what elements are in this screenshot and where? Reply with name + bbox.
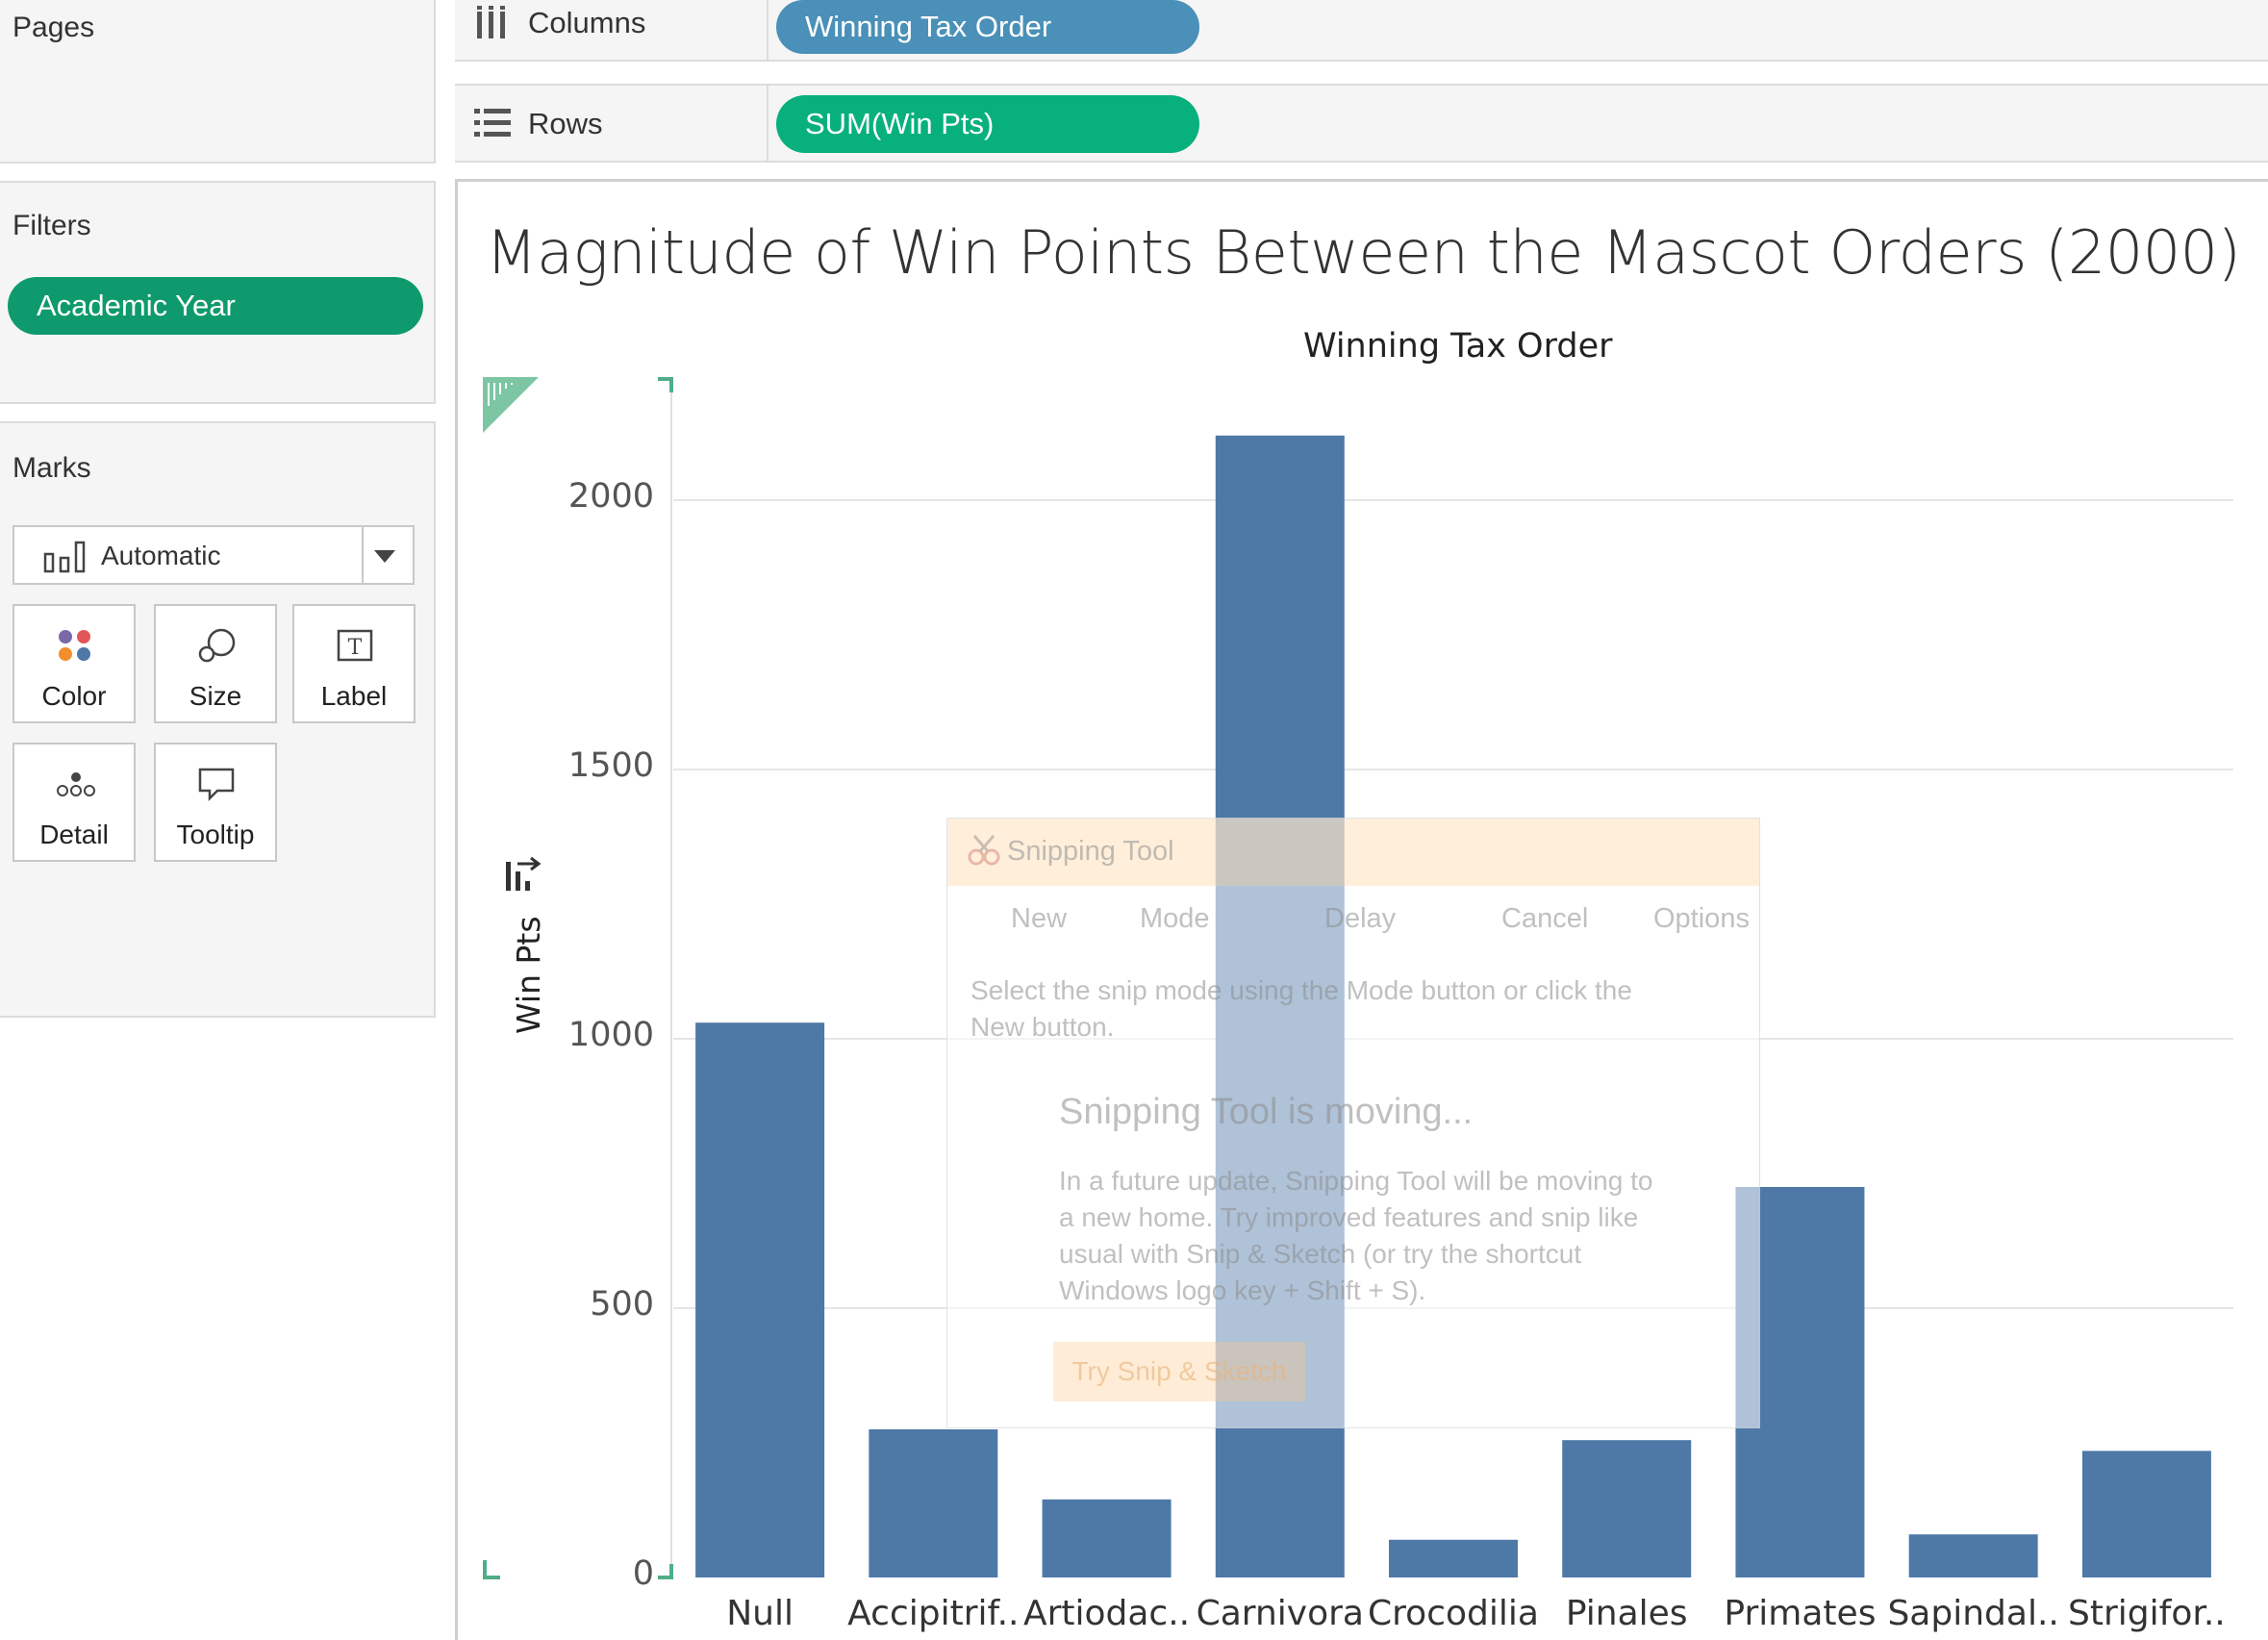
detail-button[interactable]: Detail [13,743,136,862]
x-tick-label: Strigifor.. [2068,1594,2226,1633]
chevron-down-icon [374,550,395,563]
y-tick-label: 1500 [567,746,654,785]
svg-text:T: T [348,636,363,660]
y-tick-label: 2000 [567,477,654,516]
rows-pill-sum-win-pts[interactable]: SUM(Win Pts) [776,95,1199,153]
snipping-tool-titlebar: Snipping Tool [947,819,1759,886]
x-axis-header: Winning Tax Order [1303,327,1613,366]
color-button[interactable]: Color [13,604,136,723]
mark-type-dropdown[interactable]: Automatic [13,525,415,585]
detail-label: Detail [39,820,109,849]
tooltip-icon [198,768,235,802]
rows-pill-label: SUM(Win Pts) [805,107,995,140]
rows-label: Rows [528,107,603,140]
snipping-tool-title: Snipping Tool [1007,836,1174,867]
filter-pill-label: Academic Year [37,289,236,322]
marks-title: Marks [13,452,91,484]
mark-type-label: Automatic [101,541,221,570]
y-tick-label: 500 [590,1285,654,1324]
x-tick-label: Artiodac.. [1022,1594,1191,1633]
snip-instruction: Select the snip mode using the Mode butt… [970,975,1632,1042]
x-tick-label: Carnivora [1196,1594,1364,1633]
try-snip-sketch-button[interactable]: Try Snip & Sketch [1053,1342,1305,1401]
x-tick-label: Null [726,1594,794,1633]
size-icon [198,628,236,663]
y-axis-label: Win Pts [510,916,547,1034]
pane-corner-marker [483,377,539,433]
snip-cancel-button[interactable]: Cancel [1501,903,1589,934]
y-tick-label: 1000 [567,1016,654,1054]
dropdown-separator [362,527,364,583]
x-tick-label: Sapindal.. [1887,1594,2059,1633]
columns-label: Columns [528,6,646,39]
columns-divider [767,0,769,60]
x-tick-label: Pinales [1565,1594,1688,1633]
label-button[interactable]: T Label [292,604,416,723]
size-label: Size [189,681,242,711]
columns-pill-winning-tax-order[interactable]: Winning Tax Order [776,0,1199,54]
y-tick-label: 0 [632,1554,654,1593]
pages-title: Pages [13,12,95,43]
rows-divider [767,86,769,161]
sheet-title: Magnitude of Win Points Between the Masc… [486,217,2241,288]
bar-chart-icon [43,541,86,573]
color-label: Color [41,681,107,711]
x-tick-label: Primates [1724,1594,1877,1633]
detail-icon [57,772,95,796]
tooltip-button[interactable]: Tooltip [154,743,277,862]
snip-mode-button[interactable]: Mode [1140,903,1210,934]
rows-shelf: Rows SUM(Win Pts) [455,84,2268,163]
label-icon: T [337,629,373,662]
x-tick-label: Crocodilia [1368,1594,1539,1633]
x-tick-label: Accipitrif.. [847,1594,1020,1633]
tooltip-label: Tooltip [176,820,255,849]
filters-panel: Filters Academic Year [0,181,436,404]
snip-options-button[interactable]: Options [1653,903,1750,934]
snip-delay-button[interactable]: Delay [1324,903,1397,934]
columns-icon [477,6,505,38]
filters-title: Filters [13,210,91,241]
sort-icon[interactable] [504,856,546,898]
snip-moving-heading: Snipping Tool is moving... [1059,1092,1474,1132]
filter-pill-academic-year[interactable]: Academic Year [8,277,423,335]
snip-moving-paragraph: In a future update, Snipping Tool will b… [1059,1166,1653,1305]
pages-panel: Pages [0,0,436,164]
columns-shelf: Columns Winning Tax Order [455,0,2268,62]
snip-new-button[interactable]: New [1011,903,1068,934]
snipping-tool-window[interactable]: Snipping Tool New Mode Delay Cancel Opti… [946,818,1760,1428]
scissors-icon [968,835,1000,866]
label-label: Label [320,681,388,711]
columns-pill-label: Winning Tax Order [805,10,1052,43]
size-button[interactable]: Size [154,604,277,723]
color-icon [59,630,90,661]
rows-icon [474,109,511,137]
